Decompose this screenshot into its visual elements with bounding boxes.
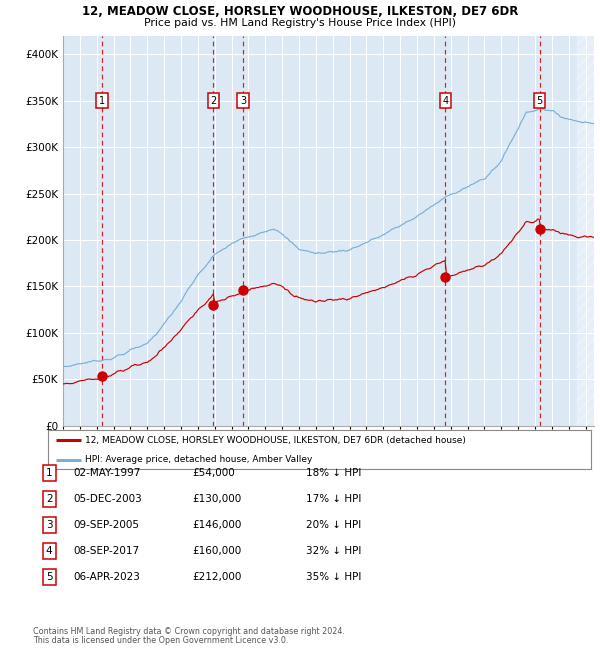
Text: 3: 3 bbox=[46, 520, 53, 530]
Text: 2: 2 bbox=[210, 96, 217, 106]
Text: £54,000: £54,000 bbox=[192, 468, 235, 478]
Text: 09-SEP-2005: 09-SEP-2005 bbox=[73, 520, 139, 530]
Text: 1: 1 bbox=[46, 468, 53, 478]
Text: 32% ↓ HPI: 32% ↓ HPI bbox=[306, 546, 361, 556]
Text: £130,000: £130,000 bbox=[192, 494, 241, 504]
Text: This data is licensed under the Open Government Licence v3.0.: This data is licensed under the Open Gov… bbox=[33, 636, 289, 645]
Text: 5: 5 bbox=[46, 572, 53, 582]
Text: £160,000: £160,000 bbox=[192, 546, 241, 556]
Text: £146,000: £146,000 bbox=[192, 520, 241, 530]
Text: 3: 3 bbox=[240, 96, 246, 106]
Text: 06-APR-2023: 06-APR-2023 bbox=[73, 572, 140, 582]
Text: 20% ↓ HPI: 20% ↓ HPI bbox=[306, 520, 361, 530]
Text: HPI: Average price, detached house, Amber Valley: HPI: Average price, detached house, Ambe… bbox=[85, 455, 312, 464]
Text: 5: 5 bbox=[536, 96, 542, 106]
Text: 2: 2 bbox=[46, 494, 53, 504]
Text: Contains HM Land Registry data © Crown copyright and database right 2024.: Contains HM Land Registry data © Crown c… bbox=[33, 627, 345, 636]
Bar bbox=[577, 36, 596, 426]
Text: 1: 1 bbox=[99, 96, 106, 106]
Text: 12, MEADOW CLOSE, HORSLEY WOODHOUSE, ILKESTON, DE7 6DR: 12, MEADOW CLOSE, HORSLEY WOODHOUSE, ILK… bbox=[82, 5, 518, 18]
Text: Price paid vs. HM Land Registry's House Price Index (HPI): Price paid vs. HM Land Registry's House … bbox=[144, 18, 456, 28]
Text: 18% ↓ HPI: 18% ↓ HPI bbox=[306, 468, 361, 478]
Text: 17% ↓ HPI: 17% ↓ HPI bbox=[306, 494, 361, 504]
Text: 12, MEADOW CLOSE, HORSLEY WOODHOUSE, ILKESTON, DE7 6DR (detached house): 12, MEADOW CLOSE, HORSLEY WOODHOUSE, ILK… bbox=[85, 436, 466, 445]
Text: 02-MAY-1997: 02-MAY-1997 bbox=[73, 468, 140, 478]
Text: 4: 4 bbox=[442, 96, 449, 106]
Text: £212,000: £212,000 bbox=[192, 572, 241, 582]
Text: 35% ↓ HPI: 35% ↓ HPI bbox=[306, 572, 361, 582]
Text: 4: 4 bbox=[46, 546, 53, 556]
Text: 08-SEP-2017: 08-SEP-2017 bbox=[73, 546, 139, 556]
Text: 05-DEC-2003: 05-DEC-2003 bbox=[73, 494, 142, 504]
